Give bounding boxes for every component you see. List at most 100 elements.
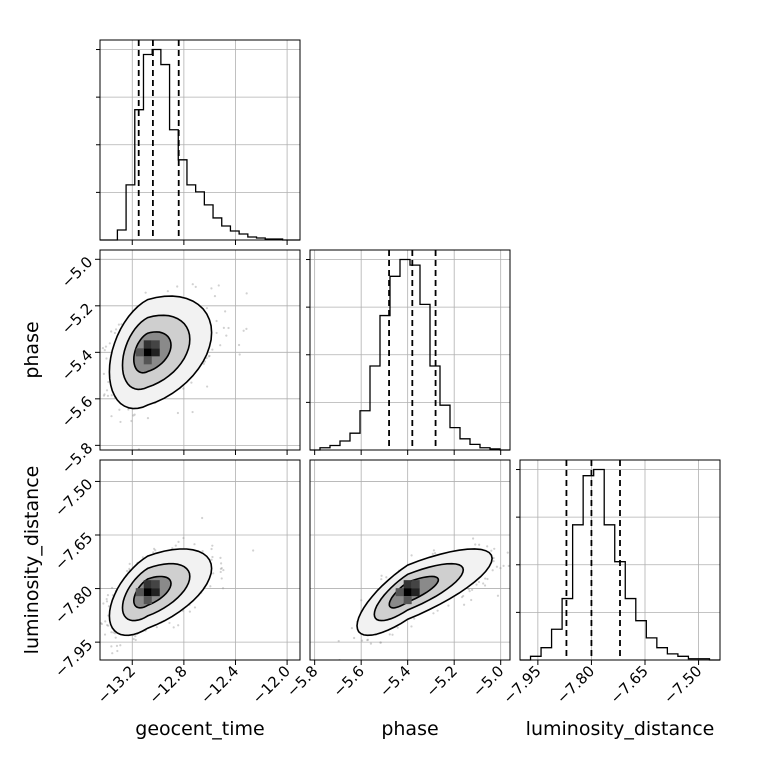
x-tick-label: −7.80: [553, 662, 598, 707]
sample-point: [369, 642, 373, 645]
y-tick-label: −5.8: [58, 439, 96, 477]
sample-point: [205, 307, 209, 310]
sample-point: [462, 594, 465, 598]
y-tick-label: −7.80: [51, 582, 96, 627]
density-peak-cell: [403, 588, 412, 597]
x-tick-label: −7.65: [607, 662, 652, 707]
sample-point: [219, 567, 222, 570]
scatter-samples: [101, 283, 248, 450]
sample-point: [201, 549, 204, 553]
x-tick-label: −7.95: [499, 662, 544, 707]
sample-point: [134, 635, 137, 638]
sample-point: [210, 547, 213, 551]
x-tick-label: −12.8: [145, 662, 190, 707]
sample-point: [202, 362, 205, 365]
sample-point: [224, 310, 227, 313]
sample-point: [217, 284, 220, 287]
density-peak-cell: [143, 588, 152, 597]
sample-point: [110, 586, 114, 589]
sample-point: [105, 600, 109, 603]
sample-point: [172, 626, 175, 629]
sample-point: [447, 604, 450, 607]
sample-point: [493, 547, 496, 550]
sample-point: [477, 580, 481, 584]
density-peak-cell: [403, 596, 412, 605]
density-peak-cell: [143, 348, 152, 357]
sample-point: [107, 624, 110, 627]
sample-point: [111, 652, 114, 655]
sample-point: [470, 598, 473, 602]
sample-point: [188, 610, 191, 613]
sample-point: [113, 331, 117, 335]
density-peak-cell: [143, 356, 152, 365]
scatter-samples: [100, 516, 255, 655]
sample-point: [130, 419, 133, 423]
sample-point: [512, 540, 514, 542]
sample-point: [478, 543, 481, 546]
histogram-step-luminosity_distance: [520, 468, 720, 661]
y-tick-label: −7.95: [51, 636, 96, 681]
sample-point: [205, 356, 208, 360]
sample-point: [211, 544, 214, 547]
sample-point: [152, 551, 155, 554]
sample-point: [141, 556, 144, 559]
sample-point: [391, 633, 394, 636]
x-tick-label: −5.6: [329, 662, 367, 700]
sample-point: [220, 567, 223, 570]
panel-background: [310, 250, 510, 450]
sample-point: [102, 394, 106, 397]
density-peak-cell: [395, 588, 404, 597]
panel-geocent_time-vs-phase: −5.8 −5.6 −5.4 −5.2 −5.0: [58, 249, 301, 477]
sample-point: [484, 577, 487, 580]
sample-point: [219, 570, 222, 574]
sample-point: [245, 327, 248, 330]
sample-point: [193, 543, 196, 546]
sample-point: [110, 394, 113, 397]
sample-point: [211, 348, 214, 351]
sample-point: [106, 394, 110, 398]
sample-point: [116, 649, 119, 653]
sample-point: [436, 609, 439, 612]
sample-point: [117, 323, 121, 326]
density-peak-cell: [143, 580, 152, 589]
sample-point: [105, 597, 108, 601]
y-tick-label: −7.50: [51, 475, 96, 520]
sample-point: [486, 545, 489, 548]
x-tick-label: −5.4: [376, 662, 414, 700]
sample-point: [471, 588, 474, 591]
sample-point: [107, 605, 111, 608]
sample-point: [126, 569, 129, 573]
x-axis-label-phase: phase: [381, 718, 438, 740]
sample-point: [507, 564, 510, 568]
density-peak-cell: [151, 340, 160, 349]
sample-point: [132, 414, 135, 417]
panel-frame: [99, 39, 301, 241]
sample-point: [191, 410, 194, 414]
sample-point: [506, 551, 509, 554]
sample-point: [177, 624, 180, 627]
sample-point: [207, 355, 211, 358]
sample-point: [432, 549, 436, 552]
density-peak-cell: [135, 588, 144, 597]
sample-point: [495, 565, 499, 568]
sample-point: [468, 590, 471, 593]
sample-point: [101, 347, 105, 350]
sample-point: [108, 342, 111, 345]
sample-point: [203, 360, 207, 363]
sample-point: [190, 381, 193, 384]
panel-frame: [309, 249, 511, 451]
panel-phase-vs-luminosity_distance: −5.8 −5.6 −5.4 −5.2 −5.0: [283, 459, 514, 701]
sample-point: [102, 372, 105, 376]
sample-point: [114, 328, 118, 331]
sample-point: [210, 558, 213, 561]
sample-point: [410, 625, 413, 628]
density-peak-cell: [403, 580, 412, 589]
x-axis-label-geocent_time: geocent_time: [135, 718, 264, 740]
sample-point: [193, 606, 197, 609]
sample-point: [222, 568, 225, 572]
sample-point: [102, 602, 105, 605]
sample-point: [215, 319, 218, 323]
sample-point: [106, 594, 110, 597]
histogram-step-phase: [310, 258, 510, 451]
